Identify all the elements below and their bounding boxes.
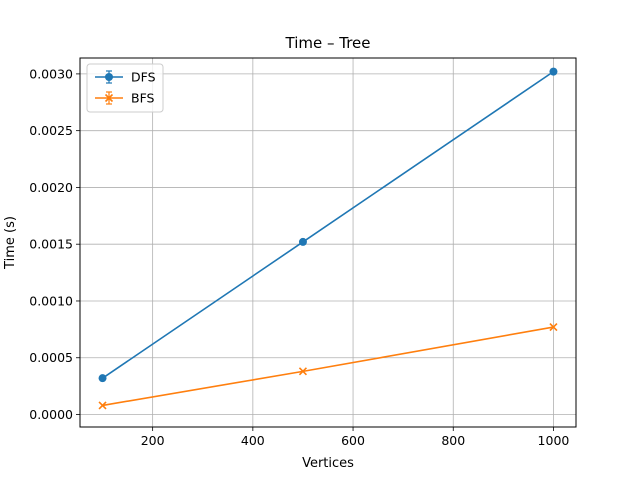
chart-title: Time – Tree xyxy=(285,34,371,52)
data-point-dfs xyxy=(298,237,307,246)
x-tick-label: 200 xyxy=(141,433,165,448)
data-point-bfs xyxy=(549,323,558,332)
y-tick-label: 0.0020 xyxy=(29,180,73,195)
legend-handle-dfs xyxy=(95,70,123,84)
y-axis-title: Time (s) xyxy=(3,216,18,270)
y-tick-label: 0.0010 xyxy=(29,293,73,308)
axis-ticks: 200 400 600 800 1000 0.0000 0.0005 0.0010 0.0015… xyxy=(29,66,569,448)
legend-handle-bfs xyxy=(95,91,123,105)
legend-label-dfs: DFS xyxy=(131,70,156,85)
y-tick-label: 0.0015 xyxy=(29,237,73,252)
x-tick-label: 600 xyxy=(341,433,365,448)
x-tick-label: 1000 xyxy=(538,433,570,448)
x-axis-title: Vertices xyxy=(302,456,354,471)
data-point-dfs xyxy=(98,374,107,383)
data-point-dfs xyxy=(549,67,558,76)
x-tick-label: 800 xyxy=(441,433,465,448)
x-tick-label: 400 xyxy=(241,433,265,448)
legend-label-bfs: BFS xyxy=(131,91,155,106)
plot-area-frame xyxy=(79,57,577,428)
y-tick-label: 0.0025 xyxy=(29,123,73,138)
y-tick-label: 0.0030 xyxy=(29,66,73,81)
series-group xyxy=(98,67,558,410)
grid-lines xyxy=(80,58,576,427)
y-tick-label: 0.0005 xyxy=(29,350,73,365)
legend: DFS BFS xyxy=(86,63,164,113)
data-point-bfs xyxy=(298,367,308,376)
data-point-bfs xyxy=(98,401,107,410)
y-tick-label: 0.0000 xyxy=(29,407,73,422)
